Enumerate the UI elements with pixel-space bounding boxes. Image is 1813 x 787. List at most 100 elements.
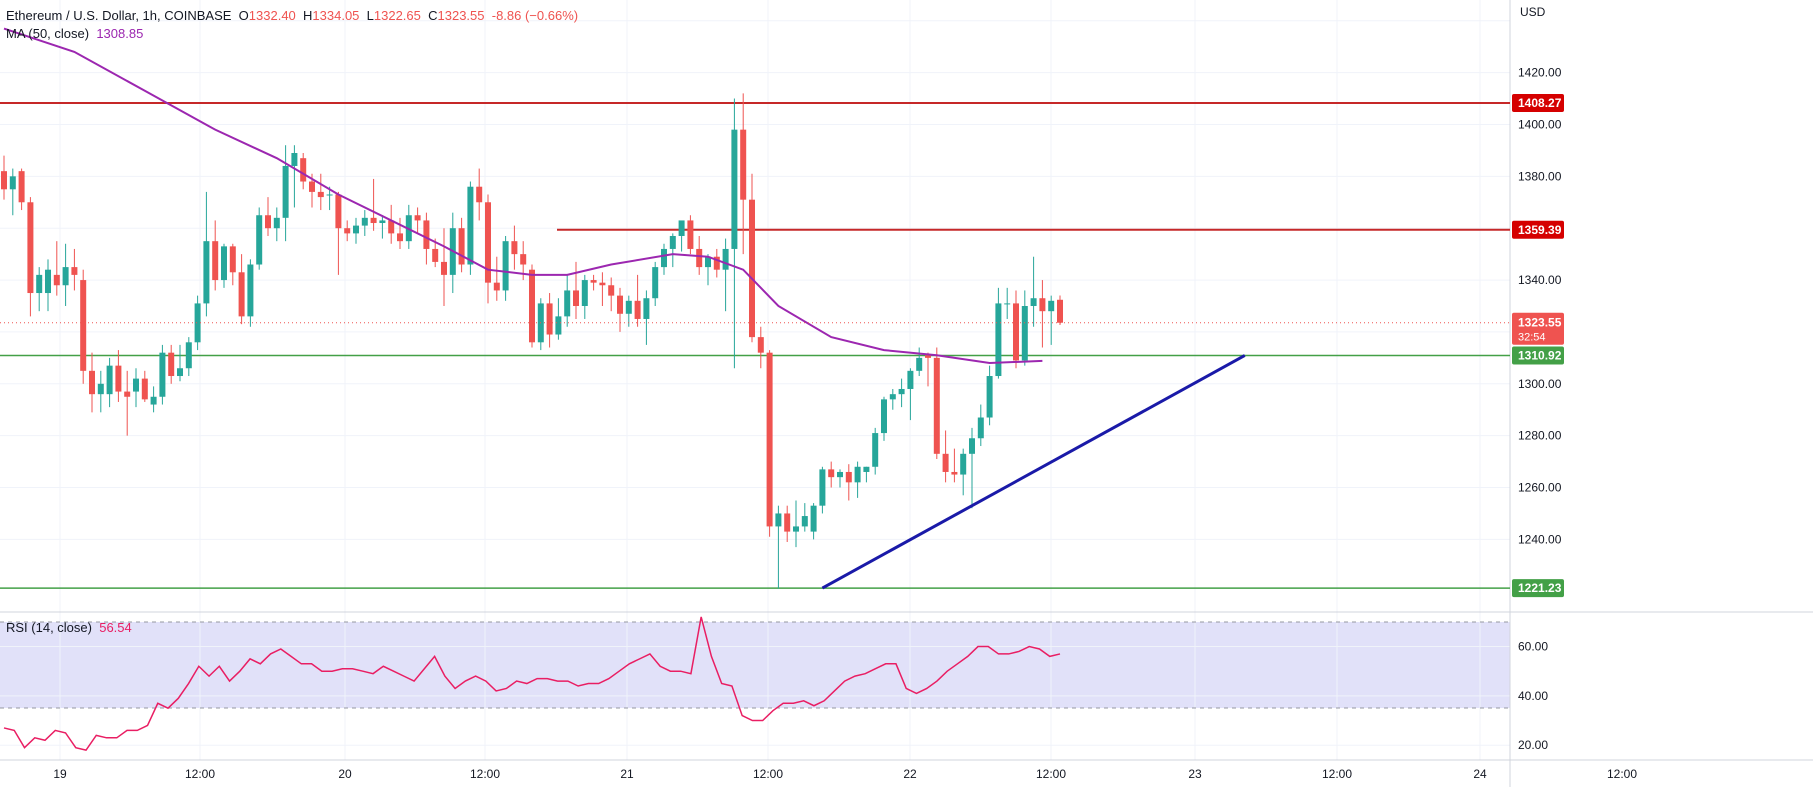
candle-body — [740, 129, 747, 200]
time-tick-label: 12:00 — [1322, 767, 1352, 781]
candle-body — [247, 264, 254, 317]
symbol-title: Ethereum / U.S. Dollar, 1h, COINBASE — [6, 8, 232, 23]
candle-body — [907, 370, 914, 389]
candle-body — [749, 199, 755, 338]
time-tick-label: 22 — [903, 767, 917, 781]
candle-body — [185, 342, 192, 369]
candle-body — [898, 388, 905, 395]
candle-body — [731, 129, 738, 249]
candle-body — [133, 378, 139, 392]
candle-body — [845, 471, 852, 483]
currency-label: USD — [1520, 5, 1546, 19]
candle-body — [634, 300, 641, 319]
ma-legend-value: 1308.85 — [96, 26, 144, 41]
candle-body — [265, 215, 271, 229]
time-tick-label: 23 — [1188, 767, 1202, 781]
change-value: -8.86 (−0.66%) — [491, 8, 579, 23]
candle-body — [713, 256, 720, 270]
candle-body — [71, 267, 78, 275]
candle-body — [564, 290, 571, 317]
rsi-legend[interactable]: RSI (14, close) 56.54 — [6, 620, 132, 635]
candle-body — [53, 274, 60, 286]
candle-body — [546, 303, 553, 335]
candle-body — [423, 220, 430, 249]
badge-last-price-text: 1323.55 — [1518, 316, 1562, 330]
candle-body — [810, 505, 817, 532]
candle-body — [625, 300, 632, 314]
candle-body — [282, 165, 289, 218]
badge-resistance-1-text: 1408.27 — [1518, 96, 1562, 110]
rsi-tick-label: 40.00 — [1518, 689, 1548, 703]
ma-legend[interactable]: MA (50, close) 1308.85 — [6, 26, 143, 41]
open-value: 1332.40 — [248, 8, 296, 23]
candle-body — [502, 241, 509, 291]
candle-body — [863, 466, 870, 472]
candle-body — [960, 453, 967, 475]
candle-body — [27, 202, 34, 294]
candle-body — [705, 256, 711, 268]
candle-body — [300, 158, 307, 182]
candle-body — [925, 355, 931, 358]
badge-resistance-2-text: 1359.39 — [1518, 223, 1562, 237]
candle-body — [273, 217, 280, 229]
candle-body — [599, 282, 606, 286]
candle-body — [203, 241, 210, 304]
candle-body — [432, 248, 439, 262]
candle-body — [581, 280, 588, 306]
candle-body — [643, 298, 650, 319]
time-tick-label: 12:00 — [185, 767, 215, 781]
badge-support-1-bg — [1512, 346, 1564, 365]
candle-body — [555, 316, 562, 335]
candle-body — [18, 171, 25, 203]
candle-body — [1013, 303, 1019, 361]
candle-body — [608, 285, 615, 296]
time-tick-label: 20 — [338, 767, 352, 781]
price-tick-label: 1300.00 — [1518, 377, 1562, 391]
price-tick-label: 1400.00 — [1518, 117, 1562, 131]
candle-body — [361, 217, 368, 226]
candle-body — [951, 471, 958, 475]
candle-body — [687, 220, 694, 249]
candle-body — [617, 295, 623, 314]
candle-body — [590, 280, 597, 283]
candle-body — [881, 399, 887, 434]
candle-body — [784, 513, 791, 532]
symbol-legend[interactable]: Ethereum / U.S. Dollar, 1h, COINBASE O13… — [6, 8, 578, 23]
candle-body — [1048, 300, 1055, 312]
candle-body — [1030, 298, 1037, 306]
price-tick-label: 1260.00 — [1518, 481, 1562, 495]
candle-body — [933, 357, 940, 454]
candle-body — [652, 267, 659, 299]
candle-body — [229, 246, 236, 273]
candle-body — [150, 396, 157, 405]
candle-body — [969, 438, 975, 454]
candle-body — [1021, 306, 1028, 361]
candle-body — [89, 370, 95, 395]
candle-body — [159, 352, 166, 397]
time-tick-label: 19 — [53, 767, 67, 781]
rsi-legend-value: 56.54 — [99, 620, 132, 635]
price-tick-label: 1380.00 — [1518, 169, 1562, 183]
rsi-band — [0, 622, 1510, 708]
candle-body — [995, 303, 1002, 377]
price-axis[interactable]: 1420.001400.001380.001360.001340.001320.… — [1518, 66, 1562, 547]
rsi-tick-label: 20.00 — [1518, 738, 1548, 752]
candle-body — [291, 153, 298, 166]
candle-body — [977, 417, 984, 439]
candle-body — [414, 215, 421, 221]
badge-support-1-text: 1310.92 — [1518, 348, 1562, 362]
candle-body — [722, 248, 729, 270]
candle-body — [520, 254, 527, 265]
rsi-tick-label: 60.00 — [1518, 640, 1548, 654]
time-axis[interactable]: 19 12:00 20 12:00 21 12:00 22 12:00 23 12:00 24 12:… — [53, 767, 1637, 781]
candle-body — [669, 235, 676, 249]
candle-body — [106, 365, 113, 395]
candle-body — [9, 176, 16, 190]
candle-body — [678, 220, 685, 236]
candle-body — [942, 453, 949, 472]
price-tick-label: 1340.00 — [1518, 273, 1562, 287]
low-label: L — [366, 8, 374, 23]
candle-body — [141, 378, 148, 400]
trendline[interactable] — [821, 354, 1246, 590]
